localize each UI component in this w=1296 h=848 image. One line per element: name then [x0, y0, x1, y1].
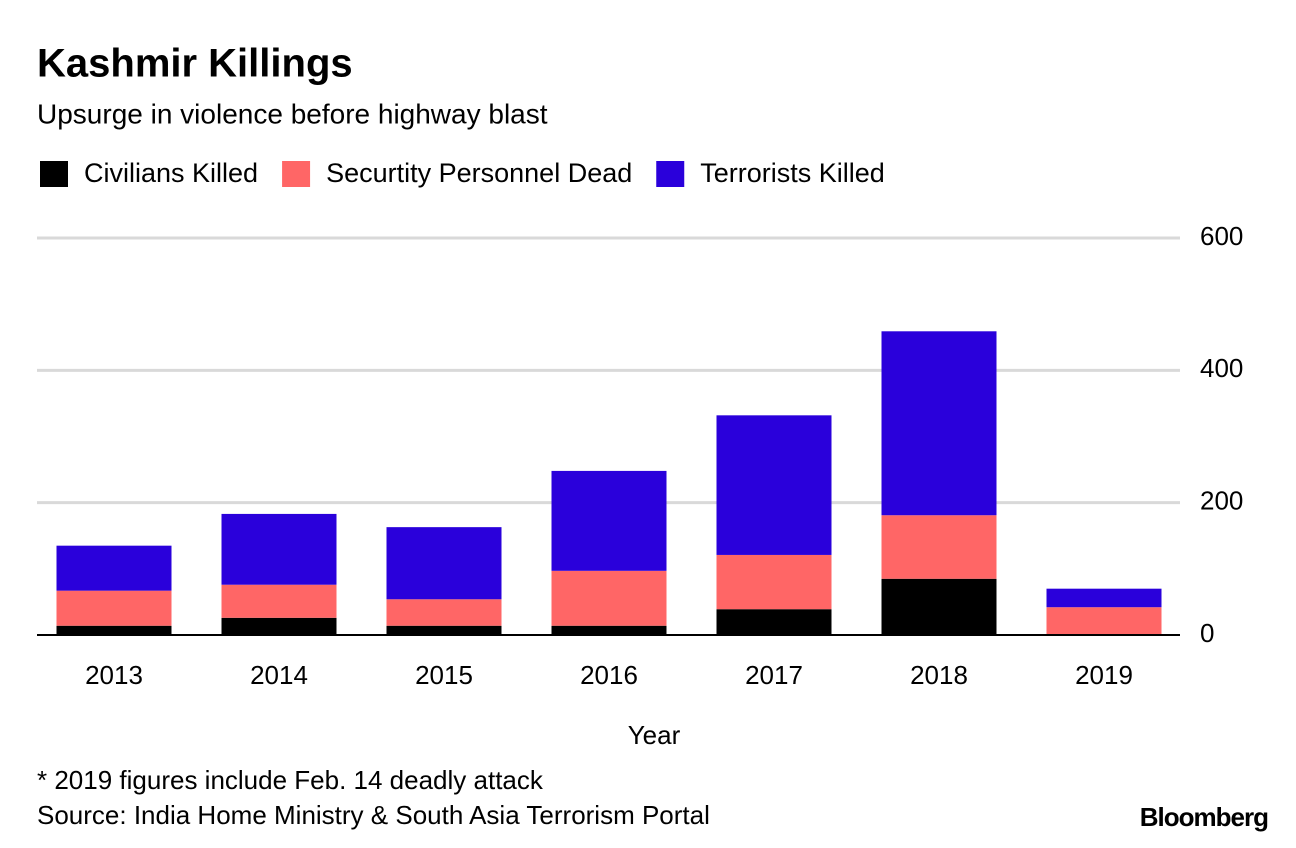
bar-segment — [56, 545, 172, 591]
bar-segment — [551, 625, 667, 635]
legend-label: Securtity Personnel Dead — [326, 158, 632, 188]
chart-subtitle: Upsurge in violence before highway blast — [37, 98, 548, 129]
bar-segment — [1046, 607, 1162, 635]
bar-segment — [551, 570, 667, 626]
bar-segment — [221, 513, 337, 585]
bar-segment — [716, 415, 832, 555]
bar-segment — [386, 527, 502, 600]
y-tick-label: 400 — [1200, 353, 1243, 383]
legend-label: Civilians Killed — [84, 158, 258, 188]
y-tick-label: 600 — [1200, 221, 1243, 251]
x-tick-label: 2014 — [250, 660, 308, 690]
bar-segment — [881, 515, 997, 579]
chart-title: Kashmir Killings — [37, 42, 353, 86]
bar-segment — [56, 590, 172, 626]
legend-swatch — [40, 161, 68, 187]
x-tick-label: 2017 — [745, 660, 803, 690]
legend-swatch — [656, 161, 685, 187]
bar-segment — [1046, 588, 1162, 608]
x-axis-label: Year — [628, 720, 681, 750]
legend-label: Terrorists Killed — [700, 158, 885, 188]
bar-segment — [221, 617, 337, 635]
x-tick-label: 2015 — [415, 660, 473, 690]
x-tick-label: 2019 — [1075, 660, 1133, 690]
bar-segment — [386, 625, 502, 635]
bar-segment — [716, 554, 832, 610]
source: Source: India Home Ministry & South Asia… — [37, 800, 710, 830]
x-tick-label: 2018 — [910, 660, 968, 690]
legend-swatch — [282, 161, 311, 187]
x-tick-label: 2016 — [580, 660, 638, 690]
bar-segment — [881, 578, 997, 635]
bar-segment — [386, 599, 502, 626]
bar-segment — [551, 470, 667, 571]
bar-segment — [221, 584, 337, 618]
x-tick-label: 2013 — [85, 660, 143, 690]
brand-logo: Bloomberg — [1140, 802, 1268, 832]
bar-segment — [881, 331, 997, 516]
bar-segment — [716, 609, 832, 635]
y-tick-label: 0 — [1200, 618, 1214, 648]
footnote: * 2019 figures include Feb. 14 deadly at… — [37, 765, 544, 795]
y-tick-label: 200 — [1200, 486, 1243, 516]
bar-segment — [56, 625, 172, 635]
